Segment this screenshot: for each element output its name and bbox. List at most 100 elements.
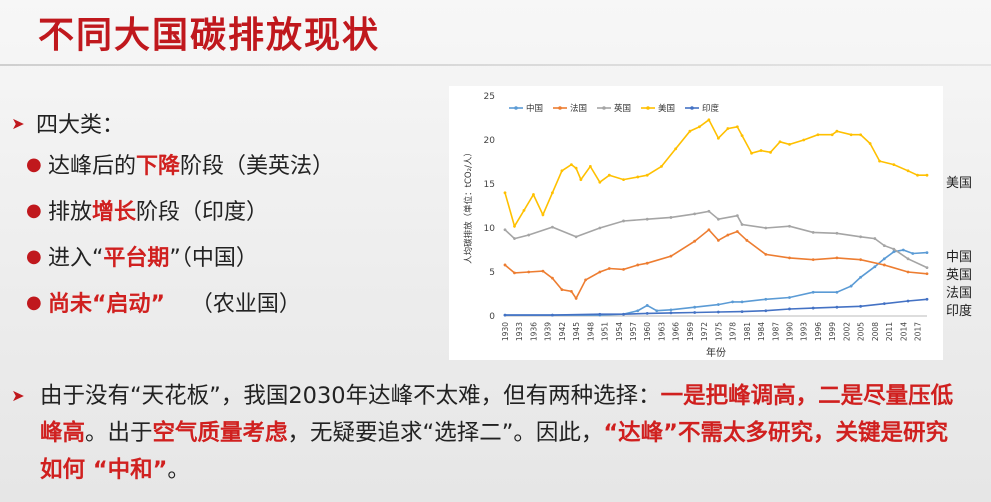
series-point [503, 263, 507, 267]
series-point [835, 256, 839, 260]
series-point [607, 267, 611, 270]
series-point [925, 297, 929, 301]
series-point [916, 173, 919, 177]
x-axis-label: 年份 [706, 346, 726, 359]
x-tick-label: 1960 [643, 322, 652, 341]
series-point [740, 223, 744, 226]
series-point [503, 228, 507, 232]
x-tick-label: 1942 [558, 322, 567, 341]
legend-marker [690, 106, 694, 110]
series-line-1 [504, 228, 928, 300]
item-text: 阶段（美英法） [180, 154, 335, 179]
series-point [707, 228, 711, 232]
dot-bullet-icon: ● [26, 199, 42, 221]
series-point [873, 237, 877, 240]
series-point [716, 217, 720, 221]
x-tick-label: 1969 [686, 322, 695, 341]
legend-marker [514, 106, 518, 110]
series-point [726, 127, 730, 130]
arrow-bullet-icon: ➤ [11, 386, 25, 405]
series-point [925, 173, 929, 177]
category-item: ● 尚未“启动” （农业国） [26, 286, 301, 318]
y-tick-label: 5 [489, 268, 495, 278]
series-point [716, 310, 720, 314]
series-point [740, 134, 744, 137]
series-point [873, 265, 877, 269]
series-point [622, 219, 625, 223]
series-point [560, 169, 564, 173]
series-point [645, 217, 649, 221]
x-tick-label: 1963 [657, 322, 666, 341]
item-text: （农业国） [190, 292, 301, 317]
series-point [693, 311, 697, 314]
y-tick-label: 0 [489, 312, 495, 322]
series-point [598, 270, 602, 274]
series-point [859, 133, 863, 137]
series-point [660, 165, 663, 168]
series-point [707, 118, 711, 122]
series-point [835, 305, 839, 309]
paragraph-text: 。出于 [85, 420, 153, 446]
series-point [892, 247, 896, 251]
item-text: 进入“ [48, 246, 104, 271]
series-point [513, 237, 516, 240]
series-point [859, 304, 863, 308]
x-tick-label: 1999 [828, 322, 837, 341]
series-point [811, 258, 815, 262]
series-point [745, 238, 749, 242]
item-text: 阶段（印度） [136, 200, 269, 225]
x-tick-label: 1930 [501, 322, 510, 341]
series-point [636, 175, 640, 179]
x-tick-label: 1936 [529, 322, 538, 341]
dot-bullet-icon: ● [26, 291, 42, 313]
series-point [622, 267, 625, 271]
chart-svg: 0 5 10 15 20 25 1930 1933 1936 1939 1942 1945 1948 19… [463, 92, 929, 359]
series-point [788, 224, 791, 228]
series-point [859, 258, 863, 262]
series-point [584, 278, 588, 282]
series-point [532, 193, 535, 196]
y-tick-label: 20 [484, 136, 496, 146]
legend-marker [602, 106, 606, 110]
paragraph-highlight: “达峰”不需太多研究，关键是研究如何 “中和” [40, 420, 948, 483]
legend-label: 英国 [614, 103, 631, 114]
paragraph-highlight: 一是把峰调高，二是尽量压低峰高 [40, 383, 954, 446]
emissions-chart: 0 5 10 15 20 25 1930 1933 1936 1939 1942 1945 1948 19… [449, 86, 943, 360]
title-divider [0, 64, 991, 66]
item-text: 达峰后的 [48, 154, 137, 179]
series-line-4 [505, 298, 928, 316]
x-tick-label: 1972 [700, 322, 709, 341]
series-point [882, 302, 886, 306]
series-point [588, 165, 592, 168]
series-point [878, 159, 881, 163]
series-point [764, 253, 768, 256]
legend-label: 印度 [702, 103, 720, 114]
series-point [811, 290, 815, 294]
series-point [764, 297, 768, 301]
x-tick-label: 1948 [586, 322, 595, 341]
y-tick-label: 15 [484, 180, 495, 190]
series-point [598, 180, 602, 184]
series-point [849, 284, 853, 288]
paragraph-text: 由于没有“天花板”，我国2030年达峰不太难，但有两种选择： [40, 383, 661, 409]
series-point [811, 306, 815, 310]
x-tick-label: 1951 [601, 322, 610, 341]
series-point [892, 250, 896, 254]
legend-label: 法国 [570, 103, 587, 114]
series-point [764, 309, 768, 313]
x-tick-label: 1987 [771, 322, 780, 341]
series-point [693, 212, 697, 216]
x-tick-label: 1978 [729, 322, 738, 341]
item-highlight: 尚未“启动” [48, 292, 165, 317]
x-tick-label: 1981 [743, 322, 752, 341]
series-line-0 [505, 249, 928, 316]
series-point [906, 169, 910, 173]
series-point [906, 257, 910, 261]
series-point [655, 309, 659, 313]
series-point [868, 142, 872, 145]
series-point [645, 304, 649, 307]
side-label-us: 美国 [946, 176, 973, 191]
x-tick-label: 2017 [914, 322, 923, 341]
series-point [513, 224, 516, 228]
series-point [811, 231, 815, 234]
